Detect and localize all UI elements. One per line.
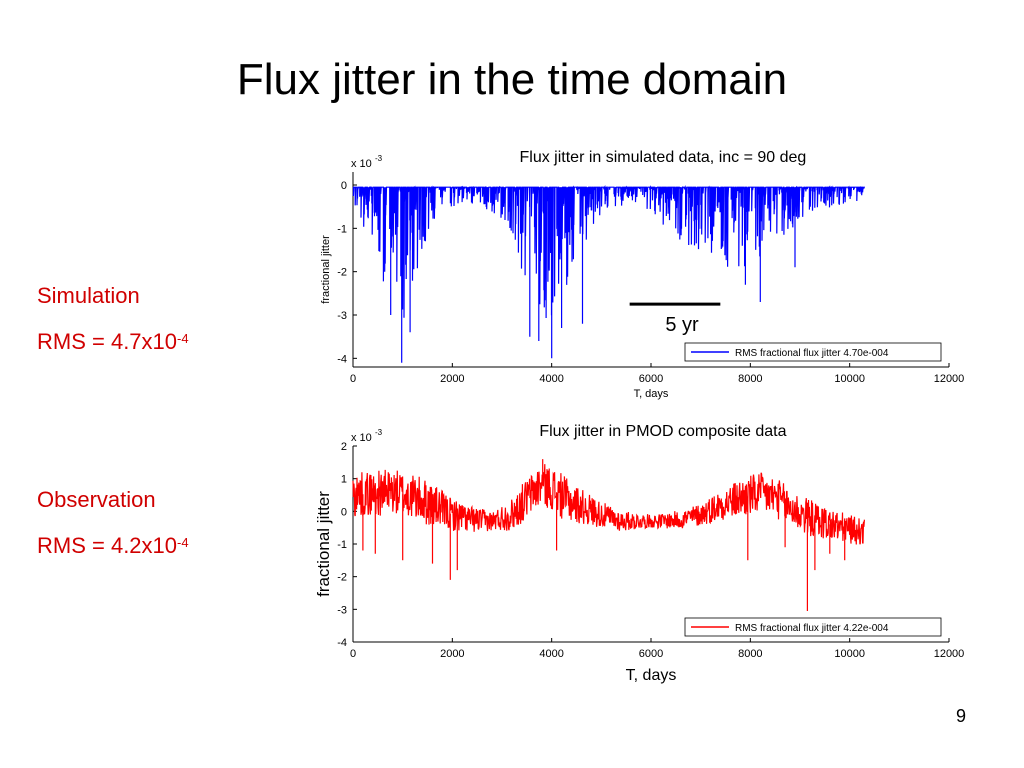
chart-title: Flux jitter in simulated data, inc = 90 … [520, 149, 807, 166]
x-axis-label: T, days [626, 667, 677, 684]
simulation-rms-exponent: -4 [177, 331, 189, 346]
y-tick-label: -1 [337, 539, 347, 551]
chart-title: Flux jitter in PMOD composite data [539, 423, 786, 440]
x-tick-label: 2000 [440, 373, 464, 385]
y-tick-label: -2 [337, 267, 347, 279]
scale-exponent: -3 [375, 154, 383, 163]
chart-legend: RMS fractional flux jitter 4.22e-004 [684, 617, 942, 637]
observation-label: Observation [37, 487, 156, 512]
scale-note: x 10 [351, 432, 372, 444]
scale-bar-label: 5 yr [665, 314, 699, 336]
x-tick-label: 4000 [539, 648, 563, 660]
y-axis-label: fractional jitter [320, 235, 332, 304]
series-line [352, 184, 865, 363]
simulated-jitter-chart: Flux jitter in simulated data, inc = 90 … [320, 149, 965, 400]
x-tick-label: 0 [350, 373, 356, 385]
observation-rms-text: RMS = 4.2x10 [37, 533, 178, 558]
y-tick-label: -1 [337, 223, 347, 235]
observation-rms-exponent: -4 [177, 535, 189, 550]
y-tick-label: 1 [341, 474, 347, 486]
x-tick-label: 2000 [440, 648, 464, 660]
scale-note: x 10 [351, 158, 372, 170]
observation-rms: RMS = 4.2x10-4 [37, 533, 189, 559]
scale-exponent: -3 [375, 428, 383, 437]
x-tick-label: 4000 [539, 373, 563, 385]
legend-entry: RMS fractional flux jitter 4.22e-004 [735, 623, 889, 634]
chart-legend: RMS fractional flux jitter 4.70e-004 [684, 342, 942, 362]
x-tick-label: 6000 [639, 648, 663, 660]
simulation-rms-text: RMS = 4.7x10 [37, 329, 178, 354]
x-tick-label: 10000 [834, 373, 865, 385]
y-tick-label: 0 [341, 180, 347, 192]
x-tick-label: 6000 [639, 373, 663, 385]
simulation-rms: RMS = 4.7x10-4 [37, 329, 189, 355]
y-tick-label: -4 [337, 637, 347, 649]
y-tick-label: -3 [337, 604, 347, 616]
x-tick-label: 8000 [738, 373, 762, 385]
y-axis-label: fractional jitter [314, 491, 333, 597]
page-number: 9 [955, 706, 966, 726]
series-line [352, 459, 865, 611]
x-tick-label: 12000 [934, 373, 965, 385]
legend-box [684, 342, 942, 362]
x-tick-label: 10000 [834, 648, 865, 660]
y-tick-label: -2 [337, 572, 347, 584]
x-tick-label: 8000 [738, 648, 762, 660]
y-tick-label: 2 [341, 441, 347, 453]
x-axis-label: T, days [634, 388, 669, 400]
legend-box [684, 617, 942, 637]
y-tick-label: -4 [337, 353, 347, 365]
x-tick-label: 0 [350, 648, 356, 660]
y-tick-label: 0 [341, 506, 347, 518]
x-tick-label: 12000 [934, 648, 965, 660]
y-tick-label: -3 [337, 310, 347, 322]
legend-entry: RMS fractional flux jitter 4.70e-004 [735, 348, 889, 359]
slide-title: Flux jitter in the time domain [236, 55, 788, 104]
simulation-label: Simulation [37, 283, 140, 308]
